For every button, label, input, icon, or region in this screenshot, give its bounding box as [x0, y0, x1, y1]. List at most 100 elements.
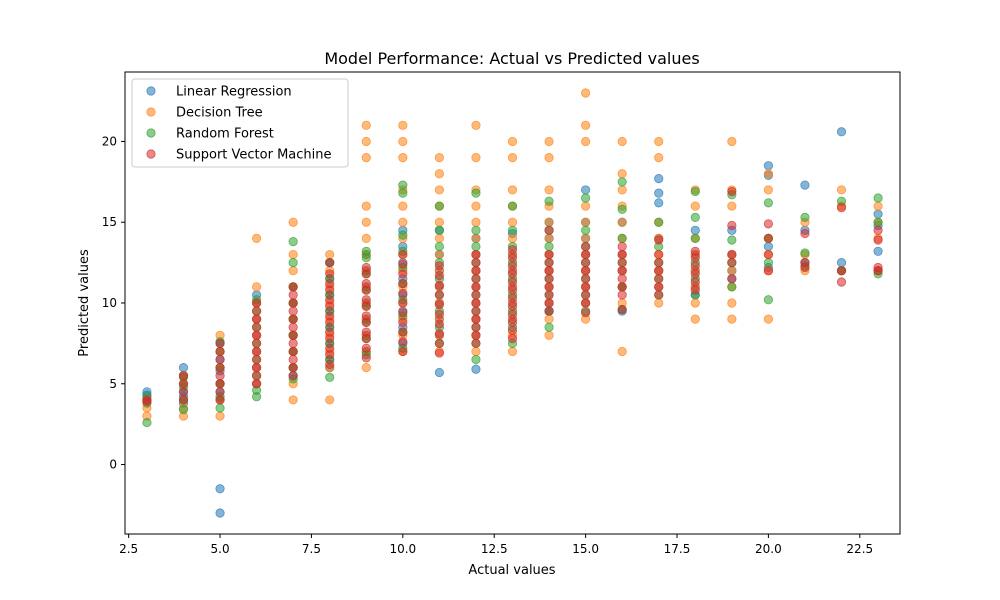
data-point [873, 225, 883, 235]
data-point [763, 314, 774, 324]
y-tick-label: 0 [109, 458, 117, 472]
data-point [581, 266, 591, 276]
data-point [471, 241, 481, 252]
data-point [654, 274, 664, 284]
legend-entry: Support Vector Machine [146, 148, 332, 163]
data-point [434, 233, 444, 243]
data-point [471, 258, 481, 268]
series-support-vector-machine [142, 186, 883, 407]
data-point [544, 274, 554, 284]
data-point [398, 201, 408, 211]
data-point [654, 282, 664, 292]
data-point [544, 322, 554, 332]
x-tick-label: 15.0 [572, 542, 599, 556]
data-point [727, 266, 737, 276]
data-point [398, 317, 408, 327]
legend-frame [131, 78, 349, 168]
data-point [361, 353, 371, 363]
data-point [288, 217, 298, 227]
data-point [581, 225, 591, 235]
data-point [763, 258, 774, 268]
legend-marker [146, 86, 156, 96]
legend-entry: Linear Regression [146, 85, 292, 100]
data-point [434, 367, 444, 378]
legend-marker [146, 107, 156, 117]
legend-label: Linear Regression [176, 85, 292, 100]
data-point [836, 203, 847, 213]
data-point [361, 136, 371, 147]
data-point [727, 249, 737, 260]
data-point [873, 262, 883, 273]
data-point [178, 363, 189, 373]
data-point [507, 201, 518, 211]
data-point [288, 282, 298, 292]
data-point [581, 258, 591, 268]
data-point [581, 88, 591, 98]
data-point [690, 298, 700, 308]
data-point [252, 330, 262, 340]
data-point [471, 217, 481, 227]
data-point [142, 417, 152, 428]
data-point [727, 136, 737, 147]
data-point [836, 185, 847, 195]
x-tick-label: 17.5 [664, 542, 691, 556]
data-point [252, 346, 262, 357]
data-point [434, 329, 444, 339]
data-point [398, 308, 408, 318]
legend-label: Support Vector Machine [176, 148, 332, 163]
data-point [873, 201, 883, 211]
x-tick-label: 20.0 [755, 542, 782, 556]
data-point [252, 298, 262, 308]
data-point [288, 338, 298, 348]
data-point [325, 311, 335, 321]
data-point [507, 225, 518, 235]
data-point [507, 333, 518, 344]
data-point [471, 346, 481, 357]
data-point [763, 169, 774, 179]
data-point [654, 266, 664, 276]
data-point [325, 295, 335, 305]
data-point [215, 411, 225, 421]
data-point [690, 201, 700, 211]
data-point [581, 233, 591, 243]
data-point [507, 153, 518, 163]
data-point [581, 298, 591, 308]
data-point [800, 212, 810, 222]
x-tick-label: 12.5 [481, 542, 508, 556]
data-point [544, 217, 554, 227]
data-point [252, 338, 262, 348]
data-point [507, 253, 518, 263]
data-point [471, 201, 481, 211]
data-point [178, 379, 189, 389]
data-point [544, 196, 554, 206]
data-point [507, 277, 518, 287]
data-point [690, 277, 700, 287]
data-point [361, 279, 371, 289]
data-point [398, 346, 408, 357]
data-point [325, 343, 335, 353]
data-point [617, 177, 627, 187]
data-point [471, 188, 481, 198]
data-point [398, 259, 408, 269]
x-tick-label: 10.0 [389, 542, 416, 556]
data-point [581, 282, 591, 292]
data-point [361, 246, 371, 256]
data-point [434, 348, 444, 358]
data-point [507, 325, 518, 336]
data-point [215, 371, 225, 381]
data-point [361, 217, 371, 227]
data-point [471, 298, 481, 308]
data-point [690, 285, 700, 295]
data-point [215, 508, 225, 518]
data-point [361, 233, 371, 243]
data-point [654, 298, 664, 308]
data-point [471, 306, 481, 316]
legend-label: Decision Tree [176, 106, 263, 121]
data-point [544, 282, 554, 292]
y-axis-label: Predicted values [77, 249, 92, 357]
data-point [215, 484, 225, 494]
data-point [288, 266, 298, 276]
data-point [873, 193, 883, 203]
data-point [727, 201, 737, 211]
